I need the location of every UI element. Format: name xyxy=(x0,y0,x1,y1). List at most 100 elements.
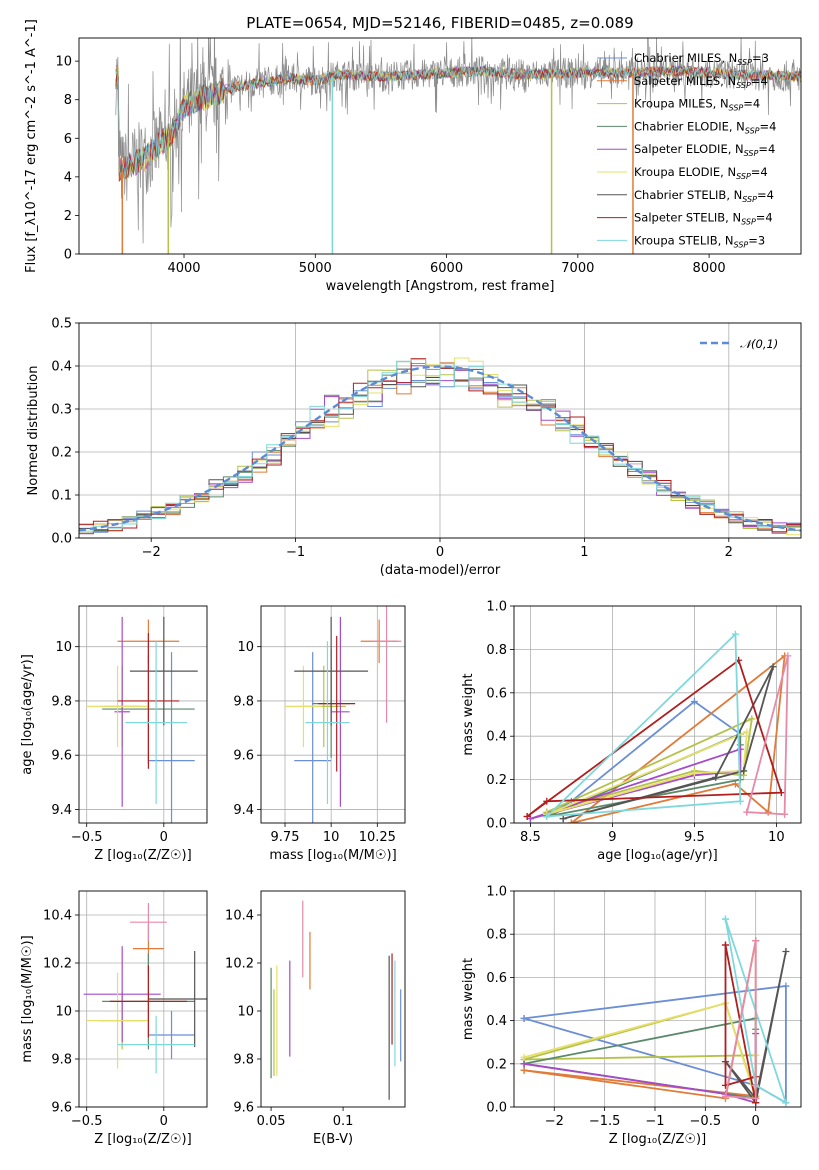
Z_vs_age-plot-area xyxy=(86,616,198,823)
x-tick-label: 0 xyxy=(436,545,444,560)
age_vs_mass_weight-panel: 8.5 9 9.5 10 0.0 0.2 0.4 0.6 0.8 1.0 age [log₁₀(ag… xyxy=(461,600,802,863)
y-tick-label: 0.2 xyxy=(486,1057,507,1072)
mass-weight-marker xyxy=(712,773,720,781)
mass_vs_age-panel: 9.75 10 10.25 9.4 9.6 9.8 10 mass [log₁₀(M/M☉)] xyxy=(233,605,406,863)
y-tick-label: 2 xyxy=(64,209,72,224)
mass-weight-line xyxy=(526,658,783,818)
x-tick-label: 10 xyxy=(323,830,340,845)
mass-weight-marker xyxy=(721,1092,729,1100)
x-tick-label: 0.1 xyxy=(333,1114,354,1129)
y-tick-label: 0.8 xyxy=(486,928,507,943)
mass-weight-marker xyxy=(721,915,729,923)
mass-weight-marker xyxy=(782,1099,790,1107)
figure-title: PLATE=0654, MJD=52146, FIBERID=0485, z=0… xyxy=(246,14,633,32)
x-tick-label: −1 xyxy=(286,545,305,560)
axes-frame xyxy=(78,605,208,824)
mass_vs_age-plot-area xyxy=(285,606,402,823)
mass-weight-marker xyxy=(736,797,744,805)
mass-weight-marker xyxy=(567,819,575,823)
y-tick-label: 9.8 xyxy=(51,694,72,709)
legend-entry: Salpeter MILES, NSSP=4 xyxy=(634,74,768,90)
y-tick-label: 9.8 xyxy=(51,1053,72,1068)
axes-frame xyxy=(513,605,802,824)
x-tick-label: 9.5 xyxy=(684,830,705,845)
x-tick-label: −2 xyxy=(142,545,161,560)
y-tick-label: 10.2 xyxy=(225,957,254,972)
y-tick-label: 0.8 xyxy=(486,643,507,658)
mass-weight-marker xyxy=(559,815,567,823)
y-tick-label: 0.6 xyxy=(486,686,507,701)
Z_vs_mass_weight-plot-area xyxy=(520,915,790,1107)
y-tick-label: 6 xyxy=(64,132,72,147)
spectrum-plot-area xyxy=(115,38,801,254)
mass-weight-line xyxy=(746,655,789,816)
x-axis-label: E(B-V) xyxy=(313,1132,353,1147)
x-tick-label: 2 xyxy=(725,545,733,560)
x-tick-label: 4000 xyxy=(167,261,200,276)
y-tick-label: 9.8 xyxy=(233,694,254,709)
mass-weight-marker xyxy=(748,715,756,723)
model-spectrum-line xyxy=(115,65,801,178)
legend-entry: 𝒩(0,1) xyxy=(740,337,778,351)
y-tick-label: 0.0 xyxy=(486,1101,507,1116)
y-tick-label: 9.6 xyxy=(233,1101,254,1116)
residual_histogram-plot-area xyxy=(79,357,801,536)
x-tick-label: 8000 xyxy=(693,261,726,276)
x-tick-label: 0 xyxy=(160,830,168,845)
x-tick-label: 0 xyxy=(160,1114,168,1129)
mass-weight-marker xyxy=(752,937,760,945)
y-tick-label: 0 xyxy=(64,248,72,263)
x-axis-label: mass [log₁₀(M/M☉)] xyxy=(269,848,396,863)
legend-entry: Salpeter ELODIE, NSSP=4 xyxy=(634,142,775,158)
legend-entry: Chabrier ELODIE, NSSP=4 xyxy=(634,119,776,135)
x-axis-label: Z [log₁₀(Z/Z☉)] xyxy=(94,1132,191,1147)
mass-weight-marker xyxy=(782,947,790,955)
y-tick-label: 10 xyxy=(55,55,72,70)
x-axis-label: Z [log₁₀(Z/Z☉)] xyxy=(609,1132,706,1147)
residual_histogram-panel: −2 −1 0 1 2 0.0 0.1 0.2 0.3 0.4 0.5 (data-model)/er… xyxy=(26,317,802,578)
mass-weight-line xyxy=(546,632,742,818)
y-tick-label: 0.3 xyxy=(51,403,72,418)
y-tick-label: 10 xyxy=(55,1005,72,1020)
mass-weight-marker xyxy=(781,810,789,818)
spectrum-legend: Chabrier MILES, NSSP=3 Salpeter MILES, NS… xyxy=(597,51,776,249)
x-tick-label: −1.5 xyxy=(589,1114,621,1129)
x-tick-label: 9.75 xyxy=(271,830,300,845)
y-tick-label: 0.0 xyxy=(51,532,72,547)
y-tick-label: 10.2 xyxy=(43,957,72,972)
y-tick-label: 0.0 xyxy=(486,817,507,832)
ebv_vs_mass-plot-area xyxy=(270,900,402,1100)
x-tick-label: 0.05 xyxy=(257,1114,286,1129)
y-tick-label: 0.1 xyxy=(51,489,72,504)
x-tick-label: 6000 xyxy=(430,261,463,276)
mass-weight-marker xyxy=(520,1014,528,1022)
legend-entry: Kroupa STELIB, NSSP=3 xyxy=(634,233,765,249)
mass-weight-line xyxy=(724,940,757,1100)
x-axis-label: age [log₁₀(age/yr)] xyxy=(597,848,718,863)
x-tick-label: 9 xyxy=(608,830,616,845)
x-tick-label: −0.5 xyxy=(71,830,103,845)
age_vs_mass_weight-plot-area xyxy=(523,630,792,823)
mass-weight-marker xyxy=(690,769,698,777)
y-tick-label: 0.2 xyxy=(486,773,507,788)
mass-weight-marker xyxy=(520,1053,528,1061)
ebv_vs_mass-panel: 0.05 0.1 9.6 9.8 10 10.2 10.4 E(B-V) xyxy=(225,890,406,1147)
y-tick-label: 1.0 xyxy=(486,600,507,615)
x-axis-label: Z [log₁₀(Z/Z☉)] xyxy=(94,848,191,863)
y-axis-label: mass [log₁₀(M/M☉)] xyxy=(20,935,35,1062)
x-tick-label: 1 xyxy=(580,545,588,560)
mass-weight-marker xyxy=(721,941,729,949)
x-tick-label: 10 xyxy=(768,830,785,845)
mass-weight-marker xyxy=(523,812,531,820)
y-tick-label: 0.4 xyxy=(486,730,507,745)
Z_vs_age-panel: −0.5 0 9.4 9.6 9.8 10 Z [log₁₀(Z/Z☉)] age [log₁… xyxy=(20,605,208,863)
y-tick-label: 9.4 xyxy=(51,803,72,818)
axes-frame xyxy=(78,322,802,539)
mass-weight-marker xyxy=(731,630,739,638)
mass-weight-marker xyxy=(782,982,790,990)
x-axis-label: (data-model)/error xyxy=(380,563,501,578)
y-tick-label: 0.5 xyxy=(51,317,72,332)
model-spectrum-line xyxy=(115,65,801,182)
mass-weight-marker xyxy=(743,728,751,736)
